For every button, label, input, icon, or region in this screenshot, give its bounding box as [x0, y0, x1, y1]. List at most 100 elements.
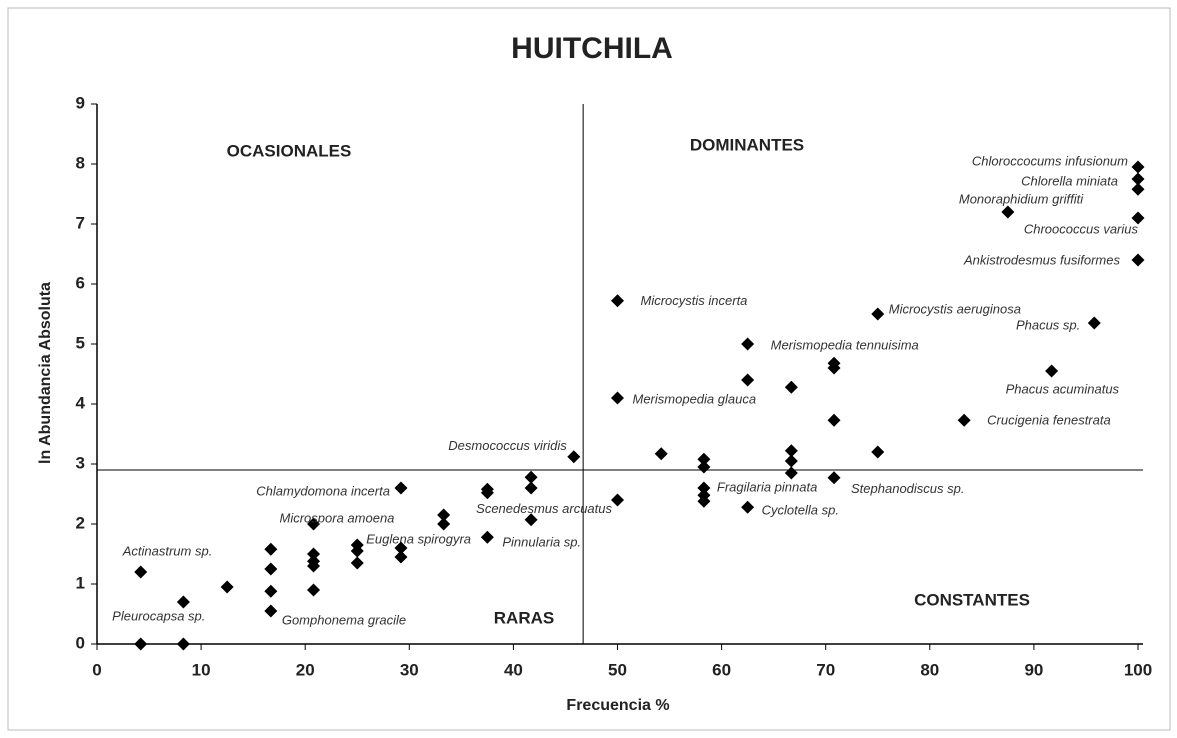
quadrant-label: RARAS	[494, 608, 554, 627]
point-label: Pinnularia sp.	[502, 535, 581, 550]
data-point	[394, 541, 408, 555]
x-tick-label: 20	[296, 660, 315, 679]
point-label: Stephanodiscus sp.	[851, 481, 964, 496]
point-label: Chroococcus varius	[1024, 221, 1139, 236]
x-tick-label: 0	[92, 660, 101, 679]
x-tick-label: 60	[712, 660, 731, 679]
point-label: Chlamydomona incerta	[256, 483, 390, 498]
data-point	[264, 604, 278, 618]
data-point	[697, 494, 711, 508]
data-point	[697, 452, 711, 466]
data-point	[1087, 316, 1101, 330]
data-point	[567, 450, 581, 464]
data-point	[350, 544, 364, 558]
point-label: Desmococcus viridis	[448, 438, 567, 453]
y-tick-label: 6	[76, 273, 85, 292]
point-label: Merismopedia glauca	[633, 391, 757, 406]
y-tick-label: 7	[76, 213, 85, 232]
data-point	[394, 550, 408, 564]
point-label: Microcystis incerta	[641, 293, 748, 308]
x-tick-label: 100	[1124, 660, 1152, 679]
point-label: Gomphonema gracile	[282, 612, 406, 627]
data-point	[611, 294, 624, 308]
data-point	[394, 481, 408, 495]
point-label: Ankistrodesmus fusiformes	[963, 252, 1121, 267]
data-point	[134, 637, 148, 651]
data-point	[871, 307, 885, 321]
data-point	[1045, 364, 1059, 378]
data-point	[437, 508, 451, 522]
point-label: Monoraphidium griffiti	[959, 191, 1084, 206]
data-point	[307, 583, 321, 597]
data-point	[784, 380, 798, 394]
data-point	[480, 486, 494, 500]
y-tick-label: 2	[76, 513, 85, 532]
chart-title: HUITCHILA	[511, 32, 673, 65]
point-label: Chlorella miniata	[1021, 173, 1118, 188]
x-tick-label: 50	[608, 660, 627, 679]
data-point	[1131, 182, 1145, 196]
y-tick-label: 8	[76, 153, 85, 172]
data-point	[264, 542, 278, 556]
x-tick-label: 40	[504, 660, 523, 679]
data-point	[480, 530, 494, 544]
x-tick-label: 10	[192, 660, 211, 679]
point-label: Euglena spirogyra	[366, 531, 471, 546]
point-label: Crucigenia fenestrata	[987, 413, 1111, 428]
quadrant-label: DOMINANTES	[690, 135, 804, 154]
data-point	[1001, 205, 1015, 219]
data-point	[307, 517, 321, 531]
data-point	[827, 471, 841, 485]
data-point	[176, 595, 190, 609]
y-tick-label: 5	[76, 333, 85, 352]
y-tick-label: 0	[76, 633, 85, 652]
x-axis-label: Frecuencia %	[566, 697, 669, 714]
data-point	[350, 556, 364, 570]
data-point	[1131, 160, 1145, 174]
data-point	[784, 444, 798, 458]
data-point	[784, 454, 798, 468]
y-tick-label: 9	[76, 93, 85, 112]
data-point	[741, 337, 755, 351]
point-label: Microcystis aeruginosa	[889, 301, 1021, 316]
quadrant-label: CONSTANTES	[914, 590, 1030, 609]
point-label: Microspora amoena	[280, 510, 395, 525]
data-point	[307, 559, 321, 573]
y-tick-label: 4	[76, 393, 86, 412]
data-point	[741, 500, 755, 514]
data-point	[611, 391, 624, 405]
point-label: Cyclotella sp.	[762, 503, 839, 518]
point-label: Phacus sp.	[1016, 317, 1080, 332]
data-point	[524, 513, 538, 527]
x-tick-label: 90	[1024, 660, 1043, 679]
data-point	[611, 493, 624, 507]
data-point	[307, 547, 321, 561]
x-tick-label: 30	[400, 660, 419, 679]
y-tick-label: 1	[76, 573, 85, 592]
data-point	[1131, 253, 1145, 267]
data-point	[654, 447, 668, 461]
data-point	[697, 460, 711, 474]
data-point	[1131, 211, 1145, 225]
point-label: Pleurocapsa sp.	[112, 608, 205, 623]
data-point	[827, 413, 841, 427]
data-point	[437, 517, 451, 531]
point-label: Scenedesmus arcuatus	[476, 501, 612, 516]
x-tick-label: 80	[920, 660, 939, 679]
data-point	[220, 580, 234, 594]
data-point	[697, 481, 711, 495]
point-label: Merismopedia tennuisima	[771, 337, 919, 352]
data-point	[784, 466, 798, 480]
data-point	[871, 445, 885, 459]
data-point	[524, 470, 538, 484]
data-point	[957, 413, 971, 427]
point-label: Fragilaria pinnata	[717, 479, 817, 494]
data-point	[524, 481, 538, 495]
point-label: Phacus acuminatus	[1006, 381, 1120, 396]
y-axis-label: ln Abundancia Absoluta	[37, 282, 54, 464]
point-label: Chloroccocums infusionum	[972, 153, 1128, 168]
data-point	[176, 637, 190, 651]
x-tick-label: 70	[816, 660, 835, 679]
point-label: Actinastrum sp.	[122, 543, 213, 558]
